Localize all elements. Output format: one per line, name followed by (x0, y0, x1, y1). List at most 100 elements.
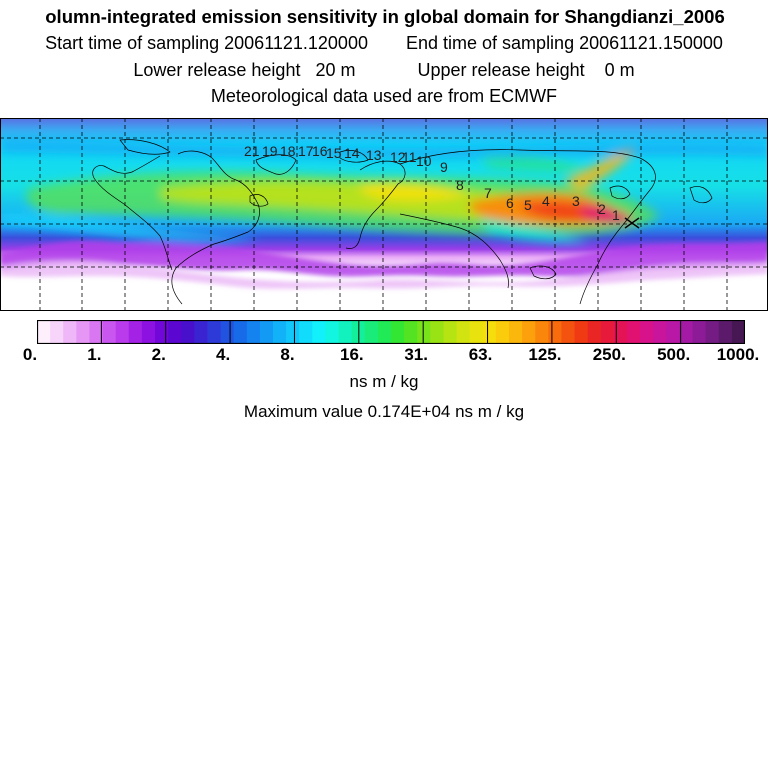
colorbar-tick-label: 1. (87, 345, 102, 364)
colorbar-swatch (391, 320, 405, 344)
colorbar-swatch (443, 320, 458, 344)
colorbar-tick-label: 125. (528, 345, 562, 364)
colorbar-swatch (731, 320, 745, 344)
station-marker (624, 217, 640, 229)
colorbar-tick-label: 1000. (716, 345, 760, 364)
colorbar-swatch (50, 320, 64, 344)
colorbar-swatch (102, 320, 117, 344)
colorbar-swatch (246, 320, 261, 344)
colorbar-tick-label: 500. (657, 345, 691, 364)
colorbar-frame (37, 320, 745, 344)
colorbar-swatch (666, 320, 681, 344)
colorbar-swatch (705, 320, 720, 344)
colorbar-swatch (482, 320, 497, 344)
colorbar-units: ns m / kg (349, 372, 419, 391)
colorbar-tick-label: 8. (280, 345, 295, 364)
trajectory-label: 11 (402, 149, 417, 165)
colorbar-swatch (128, 320, 143, 344)
colorbar-tick-label: 16. (339, 345, 364, 364)
trajectory-label: 7 (484, 185, 492, 201)
trajectory-label: 16 (312, 143, 328, 159)
colorbar-swatch (286, 320, 300, 344)
colorbar-swatch (259, 320, 274, 344)
colorbar-swatch (561, 320, 576, 344)
colorbar-swatch (417, 320, 431, 344)
trajectory-label: 19 (262, 143, 278, 159)
trajectory-label: 9 (440, 159, 448, 175)
colorbar-swatch (233, 320, 248, 344)
colorbar-swatch (89, 320, 104, 344)
colorbar-swatch (377, 320, 392, 344)
trajectory-label: 3 (572, 193, 580, 209)
colorbar-swatch (653, 320, 667, 344)
colorbar-tick-label: 4. (215, 345, 231, 364)
trajectory-label: 1 (612, 207, 620, 223)
colorbar-tick-label: 0. (22, 345, 38, 364)
upper-release-label: Upper release height 0 m (417, 60, 635, 80)
colorbar-swatch (587, 320, 602, 344)
colorbar-swatch (718, 320, 733, 344)
colorbar-tick-label: 250. (592, 345, 626, 364)
colorbar-swatch (469, 320, 484, 344)
trajectory-label: 12 (390, 149, 406, 165)
trajectory-label: 2 (598, 201, 606, 217)
colorbar-swatch (574, 320, 589, 344)
end-time-label: End time of sampling 20061121.150000 (406, 33, 723, 53)
colorbar-swatch (207, 320, 222, 344)
maximum-value-label: Maximum value 0.174E+04 ns m / kg (243, 402, 525, 421)
trajectory-label: 13 (366, 147, 382, 163)
color-scale-labels: 0. 1. 2. 4. 8. 16. 31. 63. 125. 250. 500. 1000. (0, 345, 768, 367)
colorbar-swatch (312, 320, 327, 344)
release-heights: Lower release height 20 m Upper release … (0, 60, 768, 81)
colorbar-swatch (273, 320, 287, 344)
sampling-times: Start time of sampling 20061121.120000 E… (0, 33, 768, 54)
colorbar-swatch (509, 320, 523, 344)
colorbar-swatch (325, 320, 340, 344)
colorbar-swatch (181, 320, 195, 344)
colorbar-swatch (364, 320, 379, 344)
colorbar-swatch (679, 320, 694, 344)
trajectory-label: 10 (416, 153, 432, 169)
trajectory-label: 14 (344, 145, 360, 161)
colorbar-swatch (338, 320, 353, 344)
colorbar-swatch (640, 320, 654, 344)
colorbar-swatch (155, 320, 169, 344)
colorbar-tick-label: 63. (468, 345, 493, 364)
colorbar-swatch (76, 320, 91, 344)
start-time-label: Start time of sampling 20061121.120000 (45, 33, 368, 53)
colorbar-swatch (456, 320, 471, 344)
colorbar-swatch (430, 320, 445, 344)
trajectory-label: 17 (298, 143, 314, 159)
colorbar-swatch (548, 320, 563, 344)
colorbar-swatch (194, 320, 209, 344)
colorbar-swatch (692, 320, 707, 344)
met-data-label: Meteorological data used are from ECMWF (210, 86, 558, 106)
color-scale-bar (37, 320, 745, 344)
colorbar-swatch (63, 320, 77, 344)
colorbar-swatch (404, 320, 418, 344)
colorbar-swatch (613, 320, 628, 344)
colorbar-tick-label: 31. (404, 345, 428, 364)
trajectory-label: 8 (456, 177, 464, 193)
colorbar-swatch (535, 320, 549, 344)
colorbar-swatch (522, 320, 536, 344)
colorbar-swatch (220, 320, 235, 344)
colorbar-tick-label: 2. (151, 345, 166, 364)
colorbar-swatch (495, 320, 510, 344)
trajectory-label: 18 (280, 143, 296, 159)
trajectory-label: 15 (326, 145, 342, 161)
colorbar-swatch (37, 320, 51, 344)
lower-release-label: Lower release height 20 m (133, 60, 356, 80)
colorbar-swatch (600, 320, 615, 344)
colorbar-swatch (627, 320, 641, 344)
trajectory-label: 4 (542, 193, 550, 209)
colorbar-swatch (299, 320, 313, 344)
plot-title: olumn-integrated emission sensitivity in… (45, 6, 725, 27)
trajectory-label: 5 (524, 197, 532, 213)
colorbar-swatch (141, 320, 156, 344)
colorbar-swatch (115, 320, 130, 344)
colorbar-swatch (168, 320, 182, 344)
trajectory-label: 21 (244, 143, 260, 159)
trajectory-label: 6 (506, 195, 514, 211)
